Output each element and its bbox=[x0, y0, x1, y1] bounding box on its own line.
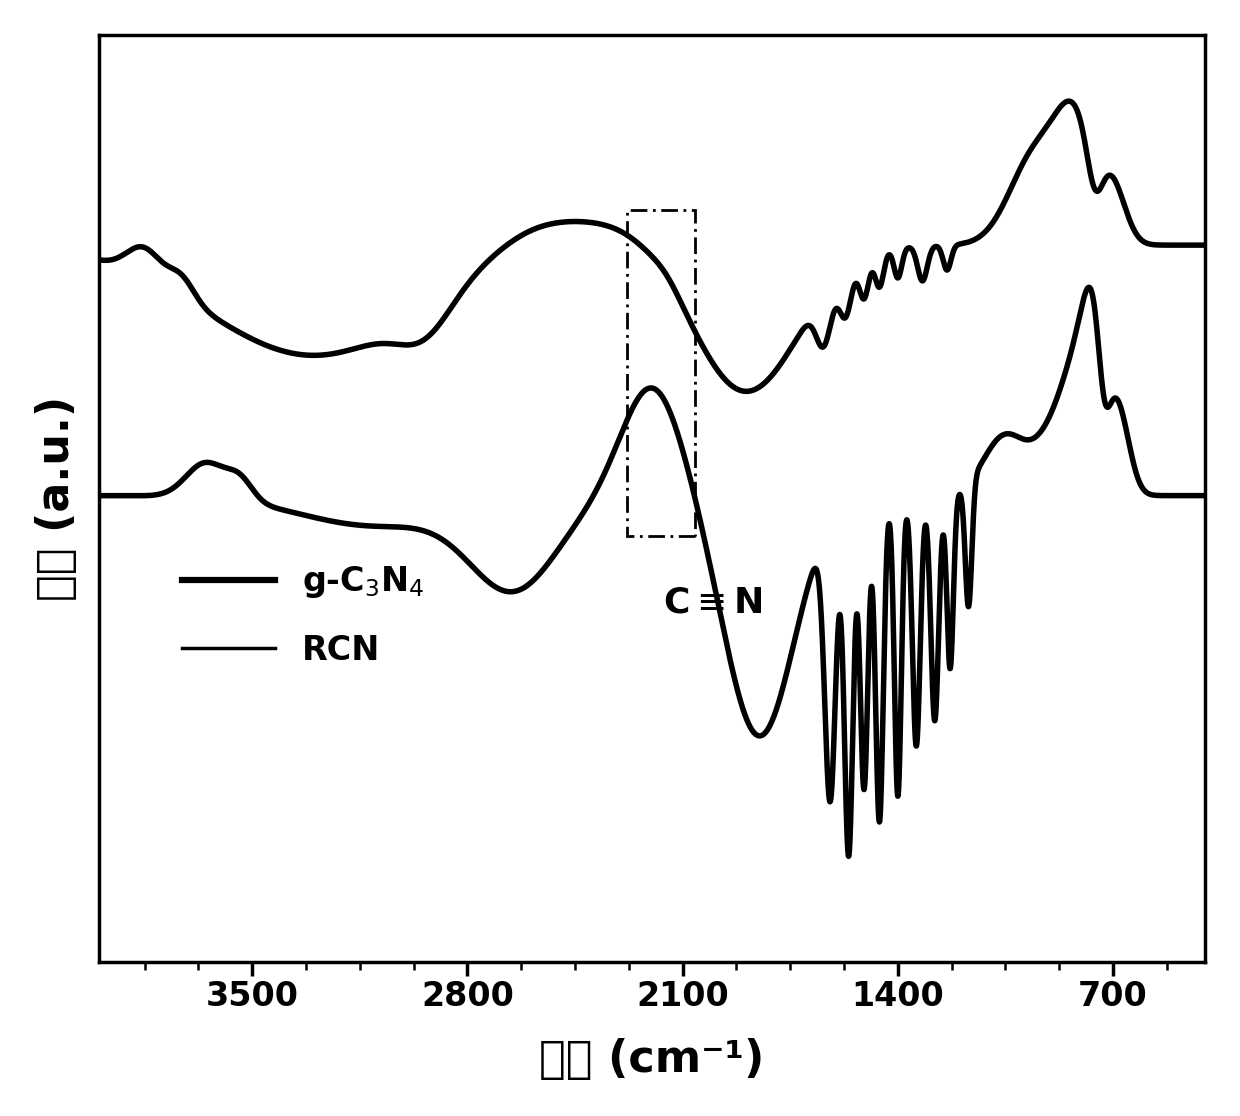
X-axis label: 波长 (cm⁻¹): 波长 (cm⁻¹) bbox=[539, 1038, 765, 1081]
Legend: g-C$_3$N$_4$, RCN: g-C$_3$N$_4$, RCN bbox=[181, 565, 424, 667]
Text: C$\equiv$N: C$\equiv$N bbox=[663, 586, 764, 619]
Bar bbox=[627, 210, 694, 536]
Y-axis label: 强度 (a.u.): 强度 (a.u.) bbox=[35, 395, 78, 600]
